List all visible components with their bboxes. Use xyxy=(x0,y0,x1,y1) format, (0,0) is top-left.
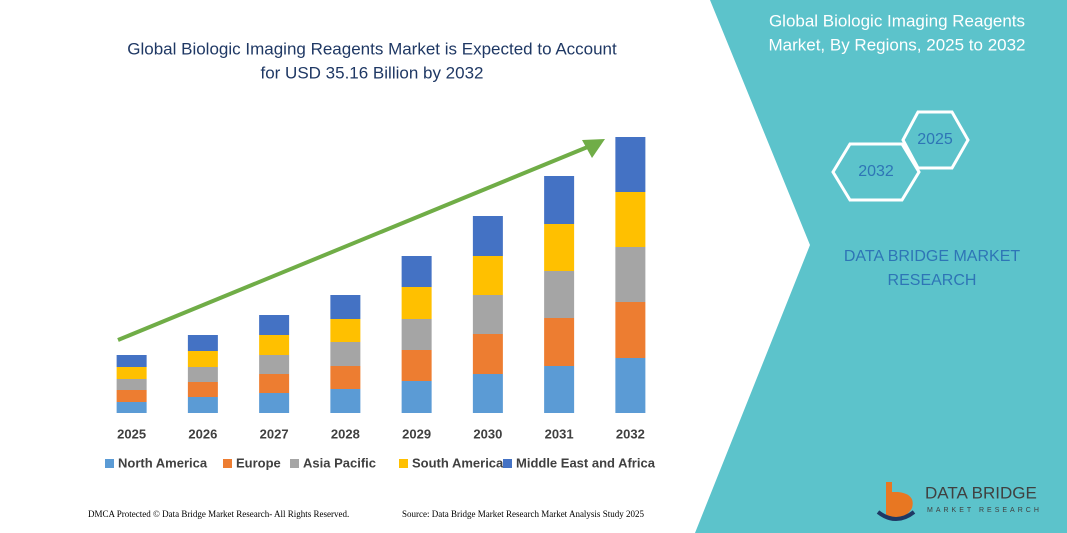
logo-subtext: MARKET RESEARCH xyxy=(927,507,1042,514)
footer-text: Source: Data Bridge Market Research Mark… xyxy=(402,509,644,519)
bar-segment xyxy=(544,271,575,318)
brand-text: DATA BRIDGE MARKET xyxy=(844,248,1021,265)
bar-segment xyxy=(615,192,646,247)
legend-swatch xyxy=(503,459,512,468)
bar-segment xyxy=(472,334,503,374)
bar-segment xyxy=(330,389,361,413)
bar-segment xyxy=(116,355,147,367)
side-panel xyxy=(695,0,1067,533)
logo-text: DATA BRIDGE xyxy=(925,483,1037,502)
footer-text: DMCA Protected © Data Bridge Market Rese… xyxy=(88,509,349,519)
x-tick-label: 2031 xyxy=(545,426,574,441)
x-tick-label: 2029 xyxy=(402,426,431,441)
bar-segment xyxy=(615,302,646,358)
trend-arrow xyxy=(117,144,591,342)
x-tick-label: 2026 xyxy=(188,426,217,441)
x-tick-label: 2032 xyxy=(616,426,645,441)
bar-segment xyxy=(615,137,646,192)
bar-segment xyxy=(116,402,147,413)
chart-title: Global Biologic Imaging Reagents Market … xyxy=(127,39,617,58)
bar-segment xyxy=(401,287,432,319)
x-tick-label: 2030 xyxy=(473,426,502,441)
bar-segment xyxy=(401,381,432,413)
legend-label: South America xyxy=(412,455,504,470)
logo: DATA BRIDGE MARKET RESEARCH xyxy=(876,482,1042,521)
bar-segment xyxy=(330,319,361,342)
bar-segment xyxy=(116,390,147,402)
bar-segment xyxy=(472,374,503,413)
bar-segment xyxy=(401,350,432,381)
hexagon-label: 2032 xyxy=(858,163,894,180)
bar-segment xyxy=(544,224,575,271)
logo-mark xyxy=(876,510,916,521)
x-tick-label: 2028 xyxy=(331,426,360,441)
legend-swatch xyxy=(223,459,232,468)
bar-segment xyxy=(187,382,218,397)
panel-title: Market, By Regions, 2025 to 2032 xyxy=(768,35,1025,54)
legend-swatch xyxy=(105,459,114,468)
trend-arrowhead xyxy=(582,139,605,158)
bar-segment xyxy=(472,256,503,295)
bar-segment xyxy=(615,358,646,413)
bar-segment xyxy=(259,374,290,393)
legend-label: Middle East and Africa xyxy=(516,455,656,470)
bar-segment xyxy=(330,342,361,366)
legend-swatch xyxy=(290,459,299,468)
bar-segment xyxy=(544,366,575,413)
hexagon xyxy=(831,142,921,202)
bar-segment xyxy=(330,295,361,319)
bar-segment xyxy=(401,319,432,350)
bar-segment xyxy=(259,315,290,335)
bar-segment xyxy=(116,379,147,390)
bar-segment xyxy=(187,335,218,351)
legend-label: Asia Pacific xyxy=(303,455,376,470)
bar-segment xyxy=(472,295,503,334)
brand-text: RESEARCH xyxy=(888,272,977,289)
legend-swatch xyxy=(399,459,408,468)
chart-title: for USD 35.16 Billion by 2032 xyxy=(260,63,483,82)
bar-segment xyxy=(187,351,218,367)
hexagon-label: 2025 xyxy=(917,131,953,148)
legend-label: North America xyxy=(118,455,208,470)
bar-segment xyxy=(615,247,646,302)
bar-segment xyxy=(544,176,575,224)
bar-segment xyxy=(259,355,290,374)
bar-segment xyxy=(259,393,290,413)
panel-title: Global Biologic Imaging Reagents xyxy=(769,11,1025,30)
bar-segment xyxy=(330,366,361,389)
legend-label: Europe xyxy=(236,455,281,470)
bar-segment xyxy=(472,216,503,256)
bar-segment xyxy=(187,397,218,413)
bar-segment xyxy=(544,318,575,366)
bar-segment xyxy=(401,256,432,287)
bar-segment xyxy=(116,367,147,379)
logo-mark xyxy=(886,482,913,519)
bar-segment xyxy=(187,367,218,382)
x-tick-label: 2027 xyxy=(260,426,289,441)
bar-segment xyxy=(259,335,290,355)
x-tick-label: 2025 xyxy=(117,426,146,441)
